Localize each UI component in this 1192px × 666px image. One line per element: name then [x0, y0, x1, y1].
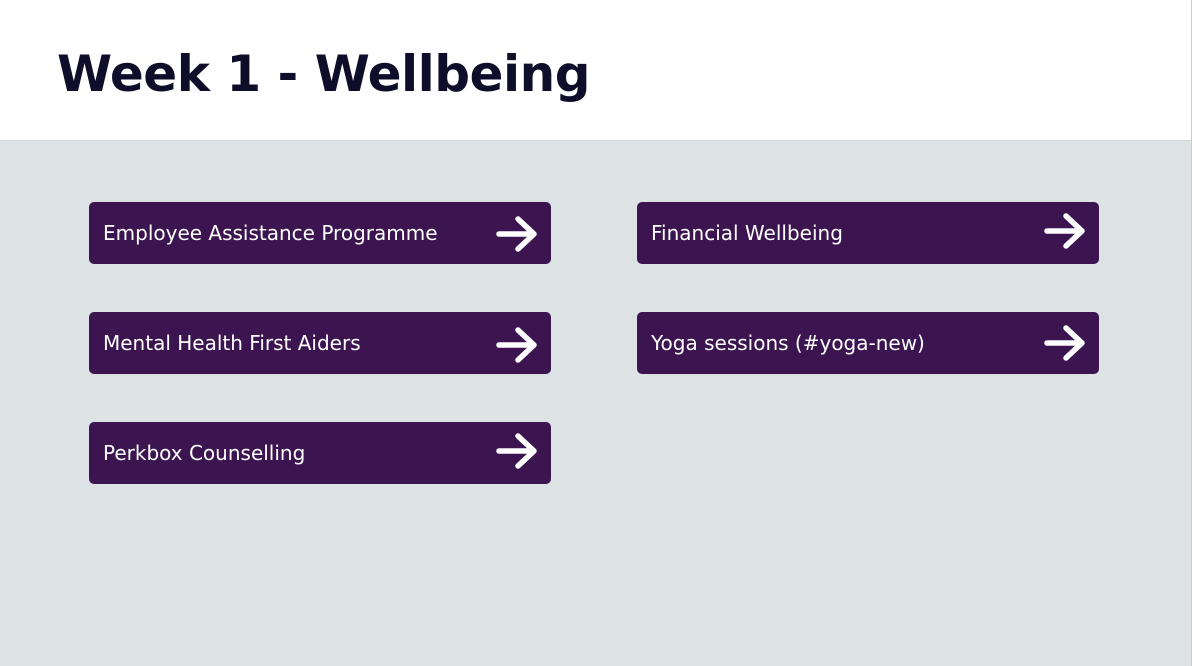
arrow-right-icon	[496, 433, 540, 469]
button-label: Financial Wellbeing	[651, 221, 843, 245]
slide-header: Week 1 - Wellbeing	[0, 0, 1191, 141]
arrow-right-icon	[496, 327, 540, 363]
arrow-right-icon	[1044, 325, 1088, 361]
button-label: Perkbox Counselling	[103, 441, 306, 465]
arrow-right-icon	[496, 216, 540, 252]
employee-assistance-programme-button[interactable]: Employee Assistance Programme	[89, 202, 551, 264]
perkbox-counselling-button[interactable]: Perkbox Counselling	[89, 422, 551, 484]
button-label: Employee Assistance Programme	[103, 221, 438, 245]
button-label: Yoga sessions (#yoga-new)	[651, 331, 925, 355]
page-title: Week 1 - Wellbeing	[57, 45, 591, 103]
button-label: Mental Health First Aiders	[103, 331, 361, 355]
arrow-right-icon	[1044, 213, 1088, 249]
yoga-sessions-button[interactable]: Yoga sessions (#yoga-new)	[637, 312, 1099, 374]
mental-health-first-aiders-button[interactable]: Mental Health First Aiders	[89, 312, 551, 374]
financial-wellbeing-button[interactable]: Financial Wellbeing	[637, 202, 1099, 264]
